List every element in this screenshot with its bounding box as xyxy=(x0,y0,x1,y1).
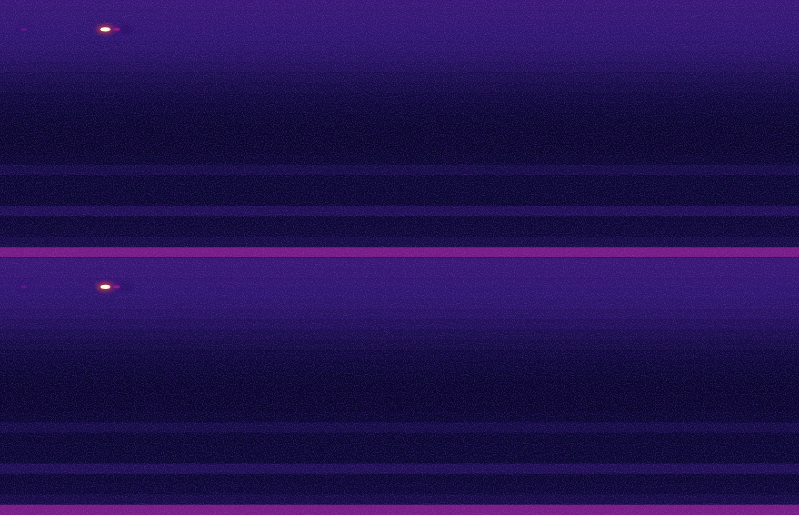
chart-root xyxy=(0,0,799,515)
peak xyxy=(124,285,129,288)
peak xyxy=(21,285,28,288)
peak xyxy=(113,28,120,31)
spectrogram-panel xyxy=(0,0,799,258)
spectrogram-figure xyxy=(0,0,799,515)
peak xyxy=(113,285,120,288)
peak xyxy=(21,28,28,31)
peak-glow xyxy=(121,26,131,32)
peak-glow xyxy=(18,26,30,33)
peak-glow xyxy=(18,284,30,291)
noise-texture xyxy=(0,258,799,515)
spectrogram-panel xyxy=(0,258,799,515)
noise-texture xyxy=(0,0,799,258)
peak xyxy=(100,285,110,289)
peak xyxy=(124,28,129,31)
peak-glow xyxy=(121,284,131,290)
peak xyxy=(100,27,110,31)
